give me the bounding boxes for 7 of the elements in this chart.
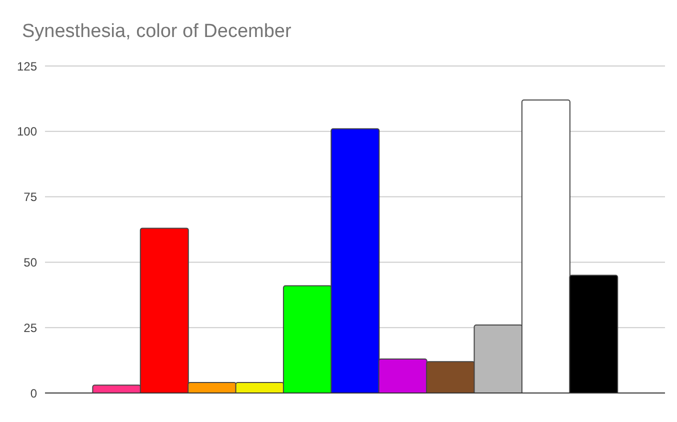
y-tick-label: 125 — [16, 59, 38, 74]
y-tick-label: 50 — [24, 255, 38, 270]
chart-title: Synesthesia, color of December — [22, 21, 292, 43]
y-tick-label: 0 — [30, 386, 38, 400]
y-tick-label: 25 — [24, 320, 38, 335]
y-tick-label: 75 — [24, 190, 38, 204]
y-tick-label: 100 — [16, 124, 38, 139]
